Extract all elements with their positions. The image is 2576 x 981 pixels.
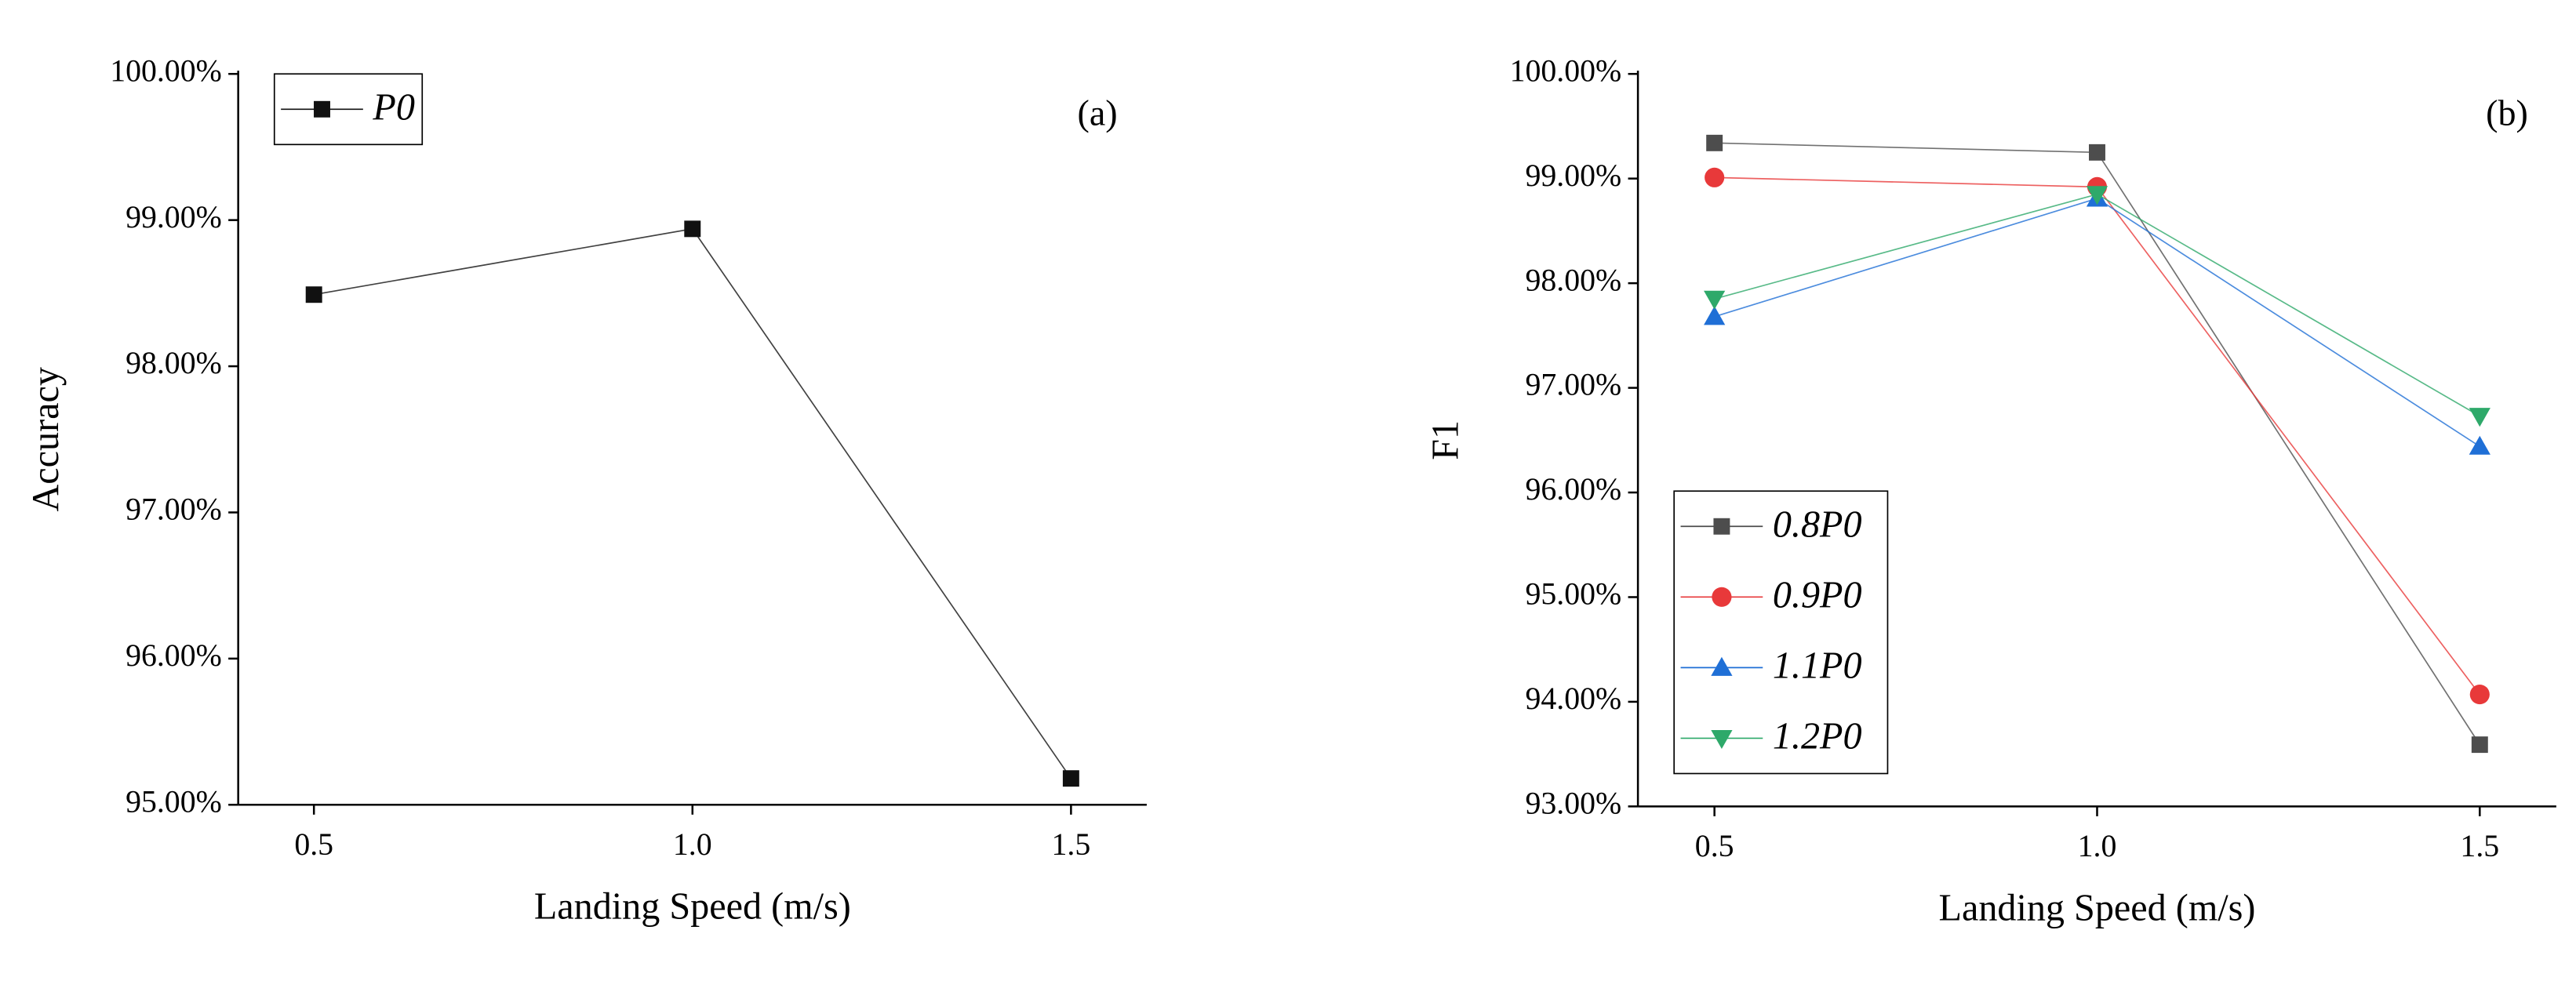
x-tick-label: 1.0 xyxy=(673,827,712,862)
data-point xyxy=(305,286,322,303)
legend-label: 0.8P0 xyxy=(1773,503,1862,545)
legend-marker xyxy=(1711,729,1733,750)
y-axis-title: F1 xyxy=(1424,420,1466,460)
y-tick-label: 99.00% xyxy=(1526,158,1622,193)
y-tick-label: 100.00% xyxy=(110,53,222,88)
data-point xyxy=(2089,144,2105,161)
data-point xyxy=(2086,186,2108,205)
x-axis-title: Landing Speed (m/s) xyxy=(534,885,851,927)
data-point xyxy=(2469,408,2490,427)
y-tick-label: 98.00% xyxy=(1526,263,1622,297)
x-tick-label: 1.0 xyxy=(2078,829,2117,863)
annotation: (a) xyxy=(1077,93,1117,133)
y-tick-label: 94.00% xyxy=(1526,681,1622,716)
data-point xyxy=(1705,167,1725,187)
data-point xyxy=(1706,134,1723,151)
data-point xyxy=(2469,435,2490,455)
legend-marker xyxy=(1712,587,1732,607)
legend-marker xyxy=(1713,518,1730,535)
y-tick-label: 97.00% xyxy=(1526,368,1622,402)
y-tick-label: 98.00% xyxy=(126,346,222,380)
y-tick-label: 97.00% xyxy=(126,492,222,527)
legend-label: 1.1P0 xyxy=(1773,645,1862,687)
x-tick-label: 0.5 xyxy=(1695,829,1734,863)
y-tick-label: 95.00% xyxy=(1526,577,1622,612)
annotation: (b) xyxy=(2486,93,2528,133)
y-axis-title: Accuracy xyxy=(25,367,67,511)
legend-label: 1.2P0 xyxy=(1773,716,1862,758)
legend-label: 0.9P0 xyxy=(1773,574,1862,616)
x-tick-label: 0.5 xyxy=(294,827,333,862)
series-line xyxy=(314,227,1072,779)
y-tick-label: 95.00% xyxy=(126,784,222,819)
legend-box xyxy=(1673,490,1889,775)
series-line xyxy=(1714,198,2480,448)
y-tick-label: 96.00% xyxy=(1526,472,1622,507)
x-tick-label: 1.5 xyxy=(2460,829,2499,863)
y-tick-label: 93.00% xyxy=(1526,786,1622,820)
data-point xyxy=(1704,290,1726,310)
legend-marker xyxy=(1711,656,1733,676)
x-axis-title: Landing Speed (m/s) xyxy=(1939,887,2256,928)
data-point xyxy=(1704,306,1726,325)
data-point xyxy=(684,220,701,238)
data-point xyxy=(2469,685,2490,705)
y-tick-label: 99.00% xyxy=(126,200,222,234)
y-tick-label: 100.00% xyxy=(1510,53,1622,88)
data-point xyxy=(2471,736,2488,754)
legend-label: P0 xyxy=(372,86,415,128)
series-line xyxy=(1714,193,2480,417)
legend-marker xyxy=(314,100,330,118)
data-point xyxy=(1062,770,1079,787)
x-tick-label: 1.5 xyxy=(1051,827,1090,862)
y-tick-label: 96.00% xyxy=(126,638,222,673)
